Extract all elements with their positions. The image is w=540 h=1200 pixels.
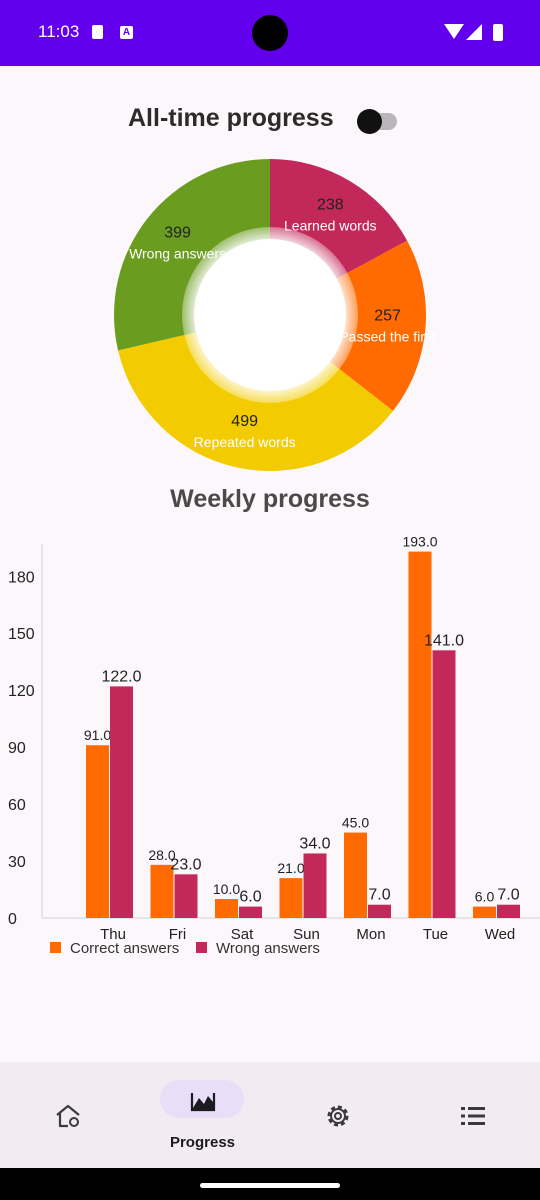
y-tick-label: 150	[8, 626, 35, 643]
bar-value-label: 45.0	[342, 815, 369, 831]
bar-value-label: 141.0	[424, 632, 464, 649]
bar-wrong-fri	[174, 874, 198, 918]
bar-wrong-mon	[368, 904, 391, 918]
donut-slice-3	[114, 159, 270, 351]
y-tick-label: 90	[8, 740, 26, 757]
battery-icon	[493, 24, 503, 41]
bar-value-label: 23.0	[170, 856, 201, 873]
bar-correct-mon	[344, 832, 367, 918]
x-tick-label: Wed	[485, 926, 516, 943]
bar-correct-sat	[215, 899, 238, 918]
nav-active-indicator	[160, 1080, 244, 1118]
all-time-header: All-time progress	[0, 104, 540, 138]
bar-wrong-wed	[497, 904, 520, 918]
app-notification-icon: A	[120, 26, 133, 39]
bar-correct-tue	[408, 551, 432, 918]
bar-value-label: 21.0	[277, 860, 304, 876]
legend-label: Correct answers	[70, 940, 179, 957]
legend-label: Wrong answers	[216, 940, 320, 957]
donut-value-2: 499	[231, 413, 258, 430]
bar-value-label: 91.0	[84, 727, 111, 743]
weekly-title: Weekly progress	[170, 485, 370, 513]
settings-icon	[327, 1105, 349, 1127]
x-tick-label: Thu	[100, 926, 126, 943]
bar-correct-sun	[279, 878, 303, 918]
donut-label-1: Passed the first	[339, 329, 436, 345]
donut-center	[194, 239, 346, 391]
bar-correct-wed	[473, 906, 496, 918]
x-tick-label: Tue	[423, 926, 448, 943]
bar-value-label: 34.0	[299, 835, 330, 852]
donut-value-0: 238	[317, 197, 344, 214]
donut-value-1: 257	[374, 308, 401, 325]
bar-value-label: 6.0	[239, 889, 261, 906]
progress-icon	[190, 1093, 216, 1112]
bar-wrong-thu	[110, 686, 133, 918]
gesture-handle[interactable]	[200, 1183, 340, 1188]
wifi-icon	[444, 24, 464, 39]
nav-item-progress[interactable]: Progress	[135, 1062, 270, 1168]
nav-item-home[interactable]	[0, 1062, 135, 1168]
x-tick-label: Mon	[356, 926, 385, 943]
donut-label-0: Learned words	[284, 218, 377, 234]
legend-swatch	[50, 942, 61, 953]
donut-value-3: 399	[164, 225, 191, 242]
y-tick-label: 120	[8, 683, 35, 700]
y-tick-label: 0	[8, 911, 17, 928]
all-time-title: All-time progress	[128, 104, 334, 132]
x-tick-label: Sun	[293, 926, 320, 943]
nav-item-settings[interactable]	[270, 1062, 405, 1168]
donut-label-2: Repeated words	[194, 434, 296, 450]
bar-value-label: 10.0	[213, 881, 240, 897]
all-time-donut-chart: 238 Learned words 257 Passed the first 499 Re…	[114, 159, 436, 471]
bar-correct-fri	[150, 864, 174, 918]
bar-correct-thu	[86, 745, 109, 918]
legend-swatch	[196, 942, 207, 953]
list-icon	[461, 1107, 485, 1125]
y-tick-label: 60	[8, 797, 26, 814]
camera-cutout	[252, 15, 288, 51]
bar-value-label: 7.0	[497, 887, 519, 904]
bar-value-label: 122.0	[101, 668, 141, 685]
nav-label-progress: Progress	[169, 1134, 236, 1151]
y-tick-label: 30	[8, 854, 26, 871]
bar-value-label: 28.0	[148, 847, 175, 863]
bar-wrong-tue	[432, 650, 456, 918]
nav-item-list[interactable]	[405, 1062, 540, 1168]
home-icon	[56, 1104, 80, 1128]
signal-icon	[466, 24, 482, 40]
x-tick-label: Sat	[231, 926, 254, 943]
x-tick-label: Fri	[169, 926, 187, 943]
bar-value-label: 7.0	[368, 887, 390, 904]
all-time-toggle-thumb[interactable]	[357, 109, 382, 134]
bar-value-label: 6.0	[475, 889, 495, 905]
bar-wrong-sun	[303, 853, 327, 918]
y-tick-label: 180	[8, 569, 35, 586]
bar-wrong-sat	[239, 906, 262, 918]
sim-icon	[92, 25, 103, 39]
status-bar: 11:03 A	[0, 0, 540, 66]
status-time: 11:03	[38, 22, 80, 41]
donut-label-3: Wrong answers	[129, 246, 226, 262]
bar-value-label: 193.0	[402, 534, 437, 550]
bottom-navigation: Progress	[0, 1062, 540, 1168]
